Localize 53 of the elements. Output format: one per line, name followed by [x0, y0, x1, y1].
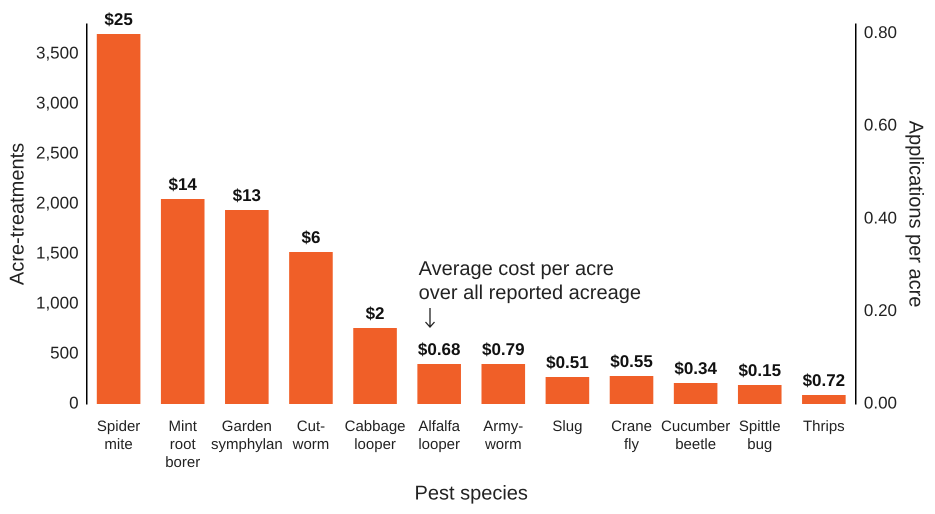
annotation: $0.34 — [674, 359, 718, 378]
annotation: $13 — [232, 186, 262, 206]
bar — [546, 377, 590, 404]
annotation: $0.68 — [418, 340, 460, 360]
bar — [289, 252, 333, 404]
annotation: $0.51 — [546, 353, 589, 372]
y2-tick-label: 0.40 — [864, 208, 898, 228]
annotation: $6 — [301, 228, 320, 248]
y2-tick-label: 0.80 — [864, 22, 898, 42]
annotation: $0.79 — [482, 340, 525, 360]
x-tick-label: Slug — [552, 418, 582, 436]
annotation: $25 — [104, 10, 133, 30]
annotation: $0.72 — [802, 371, 846, 390]
y-tick-label: 1,500 — [36, 244, 79, 263]
y-tick-label: 3,500 — [36, 44, 79, 63]
x-tick-label: Alfalfa looper — [418, 418, 461, 454]
annotation: $14 — [168, 175, 198, 194]
bar — [417, 364, 461, 404]
bar — [610, 376, 654, 404]
y-tick-label: 0 — [69, 394, 79, 413]
bar — [96, 34, 140, 404]
y-axis-title: Acre-treatments — [6, 142, 29, 286]
bar — [674, 383, 718, 404]
x-tick-label: Thrips — [803, 418, 845, 436]
y-tick-label: 500 — [50, 344, 79, 363]
bar — [802, 395, 846, 404]
y-tick-label: 2,500 — [36, 144, 79, 163]
bar — [160, 199, 205, 404]
y2-tick-label: 0.20 — [864, 301, 898, 320]
annotation: $0.55 — [610, 352, 653, 372]
x-tick-label: Cut-worm — [292, 418, 330, 454]
annotation: $2 — [366, 304, 385, 324]
annotation: $0.15 — [738, 361, 782, 380]
y-tick-label: 3,000 — [36, 94, 79, 113]
x-tick-label: Spittle bug — [738, 418, 781, 454]
x-tick-label: Army-worm — [483, 418, 524, 454]
bar — [225, 210, 269, 404]
y-tick-label: 2,000 — [36, 194, 79, 213]
y2-tick-label: 0.00 — [864, 394, 898, 413]
y2-axis-title: Applications per acre — [904, 120, 926, 308]
x-tick-label: Cucumber beetle — [661, 418, 730, 454]
x-axis-title: Pest species — [414, 482, 528, 505]
annotation: Average cost per acre over all reported acreage — [418, 258, 641, 304]
x-tick-label: Mint root borer — [165, 418, 200, 472]
x-tick-label: Cabbage looper — [344, 418, 406, 454]
x-tick-label: Spider mite — [96, 418, 140, 454]
bar — [738, 385, 782, 404]
x-tick-label: Crane fly — [611, 418, 652, 454]
y2-tick-label: 0.60 — [864, 116, 898, 135]
bar — [481, 364, 526, 404]
y-tick-label: 1,000 — [36, 294, 79, 313]
x-tick-label: Garden symphylan — [210, 418, 283, 454]
bar — [353, 328, 397, 404]
